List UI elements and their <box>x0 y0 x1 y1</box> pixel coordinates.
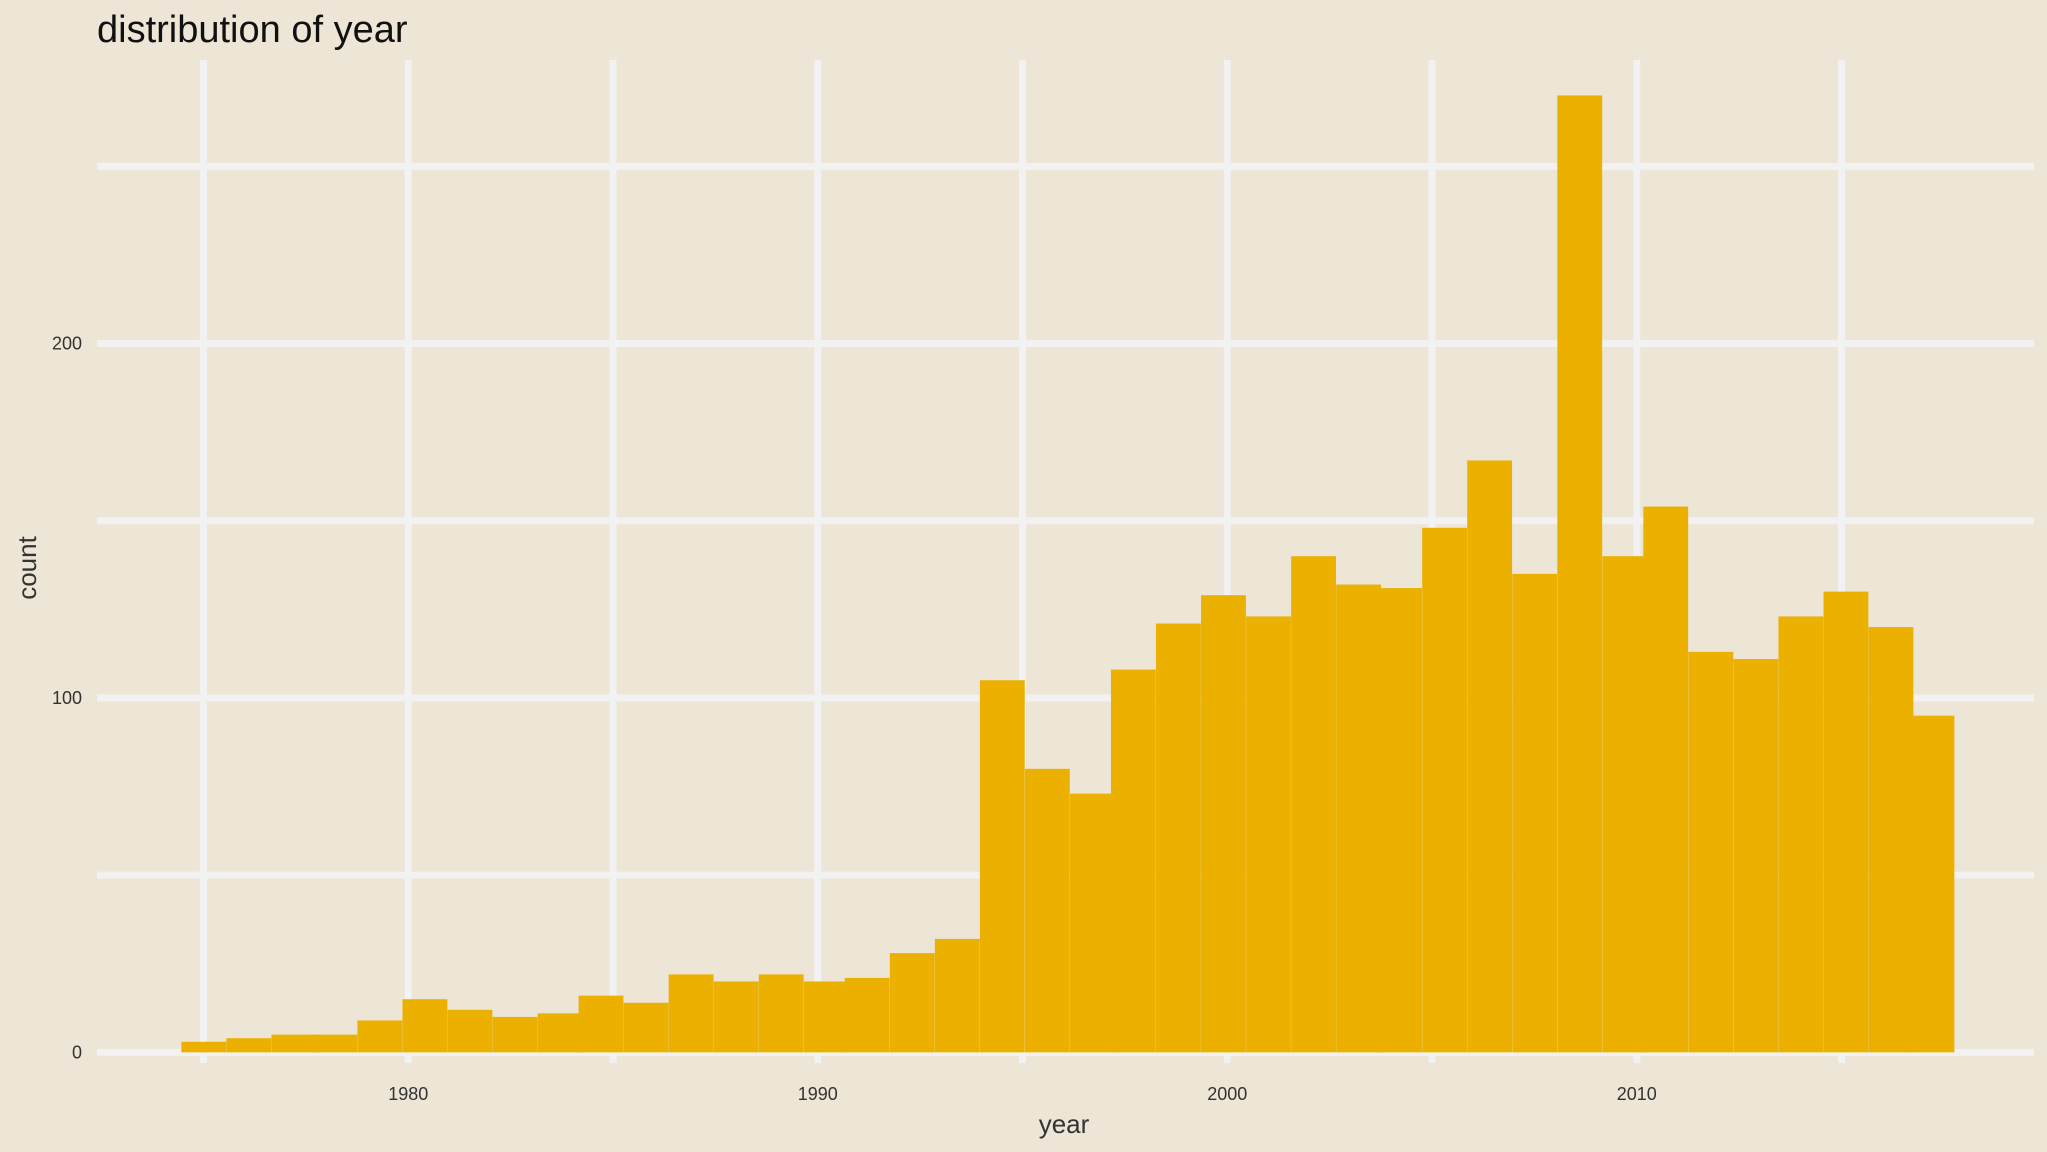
histogram-bar <box>1557 95 1603 1053</box>
histogram-bar <box>1467 460 1513 1053</box>
histogram-bar <box>1643 506 1689 1053</box>
x-axis-ticks: 1980 1990 2000 2010 <box>388 1084 1657 1104</box>
histogram-bar <box>578 995 624 1053</box>
x-tick-label: 1980 <box>388 1084 428 1104</box>
histogram-bar <box>1512 573 1558 1053</box>
histogram-bar <box>312 1034 358 1053</box>
histogram-bar <box>271 1034 317 1053</box>
histogram-bar <box>1110 669 1156 1053</box>
histogram-bar <box>979 680 1025 1053</box>
histogram-bar <box>1909 715 1955 1053</box>
histogram-bar <box>758 974 804 1053</box>
histogram-bar <box>537 1013 583 1053</box>
chart-title: distribution of year <box>97 9 408 51</box>
histogram-bar <box>1291 556 1336 1053</box>
histogram-bar <box>1377 588 1422 1053</box>
histogram-bar <box>1733 658 1779 1053</box>
y-axis-ticks: 0 100 200 <box>52 334 82 1063</box>
histogram-bar <box>181 1041 227 1053</box>
histogram-bar <box>1823 591 1869 1053</box>
histogram-bar <box>447 1009 493 1053</box>
histogram-bar <box>713 981 759 1053</box>
x-tick-label: 2000 <box>1207 1084 1247 1104</box>
histogram-bar <box>1422 527 1468 1053</box>
histogram-bar <box>1201 595 1246 1053</box>
x-tick-label: 2010 <box>1617 1084 1657 1104</box>
histogram-bar <box>668 974 714 1053</box>
histogram-bar <box>226 1038 272 1053</box>
x-axis-title: year <box>1039 1109 1090 1139</box>
y-tick-label: 200 <box>52 334 82 354</box>
histogram-bar <box>402 999 448 1053</box>
histogram-bar <box>1688 651 1734 1053</box>
histogram-bar <box>803 981 849 1053</box>
histogram-bar <box>934 938 980 1053</box>
histogram-bar <box>1602 556 1648 1053</box>
histogram-bar <box>889 953 935 1053</box>
histogram-bar <box>1246 616 1291 1053</box>
y-axis-title: count <box>12 535 42 599</box>
histogram-bars <box>181 95 1955 1053</box>
histogram-bar <box>492 1016 538 1053</box>
histogram-bar <box>1336 584 1382 1053</box>
y-tick-label: 100 <box>52 688 82 708</box>
histogram-bar <box>357 1020 403 1053</box>
histogram-bar <box>1778 616 1824 1053</box>
histogram-bar <box>1868 627 1914 1053</box>
histogram-bar <box>1156 623 1201 1053</box>
histogram-bar <box>1070 793 1115 1053</box>
histogram-bar <box>623 1002 669 1053</box>
histogram-bar <box>844 977 890 1053</box>
histogram-bar <box>1024 768 1070 1053</box>
y-tick-label: 0 <box>72 1042 82 1062</box>
x-tick-label: 1990 <box>798 1084 838 1104</box>
